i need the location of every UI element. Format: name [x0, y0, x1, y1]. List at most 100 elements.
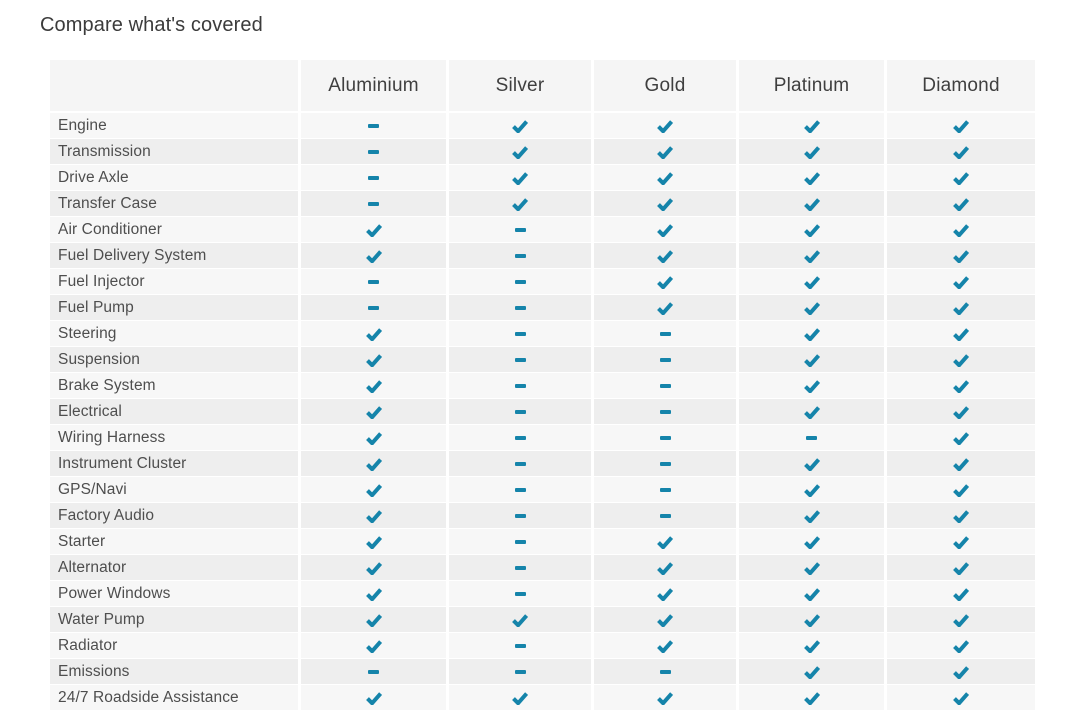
coverage-cell — [887, 165, 1035, 190]
coverage-cell — [301, 451, 446, 476]
coverage-cell — [594, 399, 736, 424]
coverage-cell — [301, 581, 446, 606]
coverage-cell — [887, 113, 1035, 138]
dash-icon — [659, 383, 671, 388]
coverage-cell — [887, 477, 1035, 502]
coverage-cell — [594, 659, 736, 684]
coverage-cell — [739, 399, 884, 424]
row-label: Fuel Delivery System — [50, 243, 298, 268]
check-icon — [365, 249, 382, 263]
row-label: Transmission — [50, 139, 298, 164]
check-icon — [657, 561, 673, 575]
dash-icon — [659, 487, 671, 492]
coverage-cell — [887, 503, 1035, 528]
dash-icon — [368, 305, 379, 310]
dash-icon — [514, 513, 526, 518]
coverage-cell — [739, 295, 884, 320]
check-icon — [953, 535, 969, 549]
coverage-cell — [739, 685, 884, 710]
row-label: Wiring Harness — [50, 425, 298, 450]
coverage-cell — [301, 503, 446, 528]
check-icon — [365, 223, 382, 237]
check-icon — [365, 457, 382, 471]
check-icon — [657, 535, 673, 549]
coverage-cell — [887, 581, 1035, 606]
coverage-cell — [594, 165, 736, 190]
coverage-cell — [301, 347, 446, 372]
coverage-cell — [301, 633, 446, 658]
row-label: Steering — [50, 321, 298, 346]
coverage-cell — [887, 321, 1035, 346]
check-icon — [803, 405, 820, 419]
check-icon — [953, 249, 969, 263]
coverage-cell — [594, 607, 736, 632]
check-icon — [657, 223, 673, 237]
check-icon — [803, 561, 820, 575]
check-icon — [953, 119, 969, 133]
check-icon — [953, 639, 969, 653]
row-label: Transfer Case — [50, 191, 298, 216]
check-icon — [803, 275, 820, 289]
check-icon — [365, 639, 382, 653]
coverage-cell — [449, 321, 591, 346]
coverage-cell — [739, 191, 884, 216]
coverage-table: Aluminium Silver Gold Platinum Diamond Engin… — [50, 60, 1035, 710]
check-icon — [953, 145, 969, 159]
coverage-cell — [594, 373, 736, 398]
column-header-gold: Gold — [594, 60, 736, 111]
check-icon — [953, 431, 969, 445]
table-row: Alternator — [50, 555, 1035, 580]
coverage-cell — [887, 659, 1035, 684]
page-title: Compare what's covered — [40, 14, 263, 36]
check-icon — [803, 353, 820, 367]
check-icon — [803, 613, 820, 627]
check-icon — [953, 613, 969, 627]
coverage-cell — [887, 451, 1035, 476]
table-row: Brake System — [50, 373, 1035, 398]
check-icon — [803, 691, 820, 705]
row-label: GPS/Navi — [50, 477, 298, 502]
coverage-cell — [739, 165, 884, 190]
coverage-cell — [887, 425, 1035, 450]
table-row: Fuel Pump — [50, 295, 1035, 320]
row-label: Brake System — [50, 373, 298, 398]
check-icon — [803, 457, 820, 471]
table-row: Steering — [50, 321, 1035, 346]
check-icon — [657, 197, 673, 211]
row-label: Emissions — [50, 659, 298, 684]
check-icon — [803, 249, 820, 263]
coverage-cell — [449, 477, 591, 502]
row-label: Electrical — [50, 399, 298, 424]
check-icon — [657, 275, 673, 289]
coverage-cell — [301, 373, 446, 398]
coverage-cell — [887, 555, 1035, 580]
coverage-cell — [594, 555, 736, 580]
check-icon — [657, 301, 673, 315]
table-row: Engine — [50, 113, 1035, 138]
row-label: Fuel Injector — [50, 269, 298, 294]
dash-icon — [806, 435, 817, 440]
check-icon — [803, 197, 820, 211]
check-icon — [803, 145, 820, 159]
check-icon — [803, 171, 820, 185]
coverage-cell — [301, 139, 446, 164]
dash-icon — [514, 227, 526, 232]
row-label: Air Conditioner — [50, 217, 298, 242]
check-icon — [953, 691, 969, 705]
coverage-cell — [739, 373, 884, 398]
row-label: Water Pump — [50, 607, 298, 632]
coverage-cell — [739, 581, 884, 606]
row-label: Radiator — [50, 633, 298, 658]
coverage-cell — [594, 451, 736, 476]
coverage-cell — [301, 113, 446, 138]
table-row: Water Pump — [50, 607, 1035, 632]
coverage-cell — [887, 373, 1035, 398]
coverage-cell — [449, 243, 591, 268]
dash-icon — [368, 149, 379, 154]
check-icon — [512, 691, 528, 705]
check-icon — [512, 171, 528, 185]
table-row: Suspension — [50, 347, 1035, 372]
coverage-cell — [887, 529, 1035, 554]
coverage-cell — [449, 295, 591, 320]
